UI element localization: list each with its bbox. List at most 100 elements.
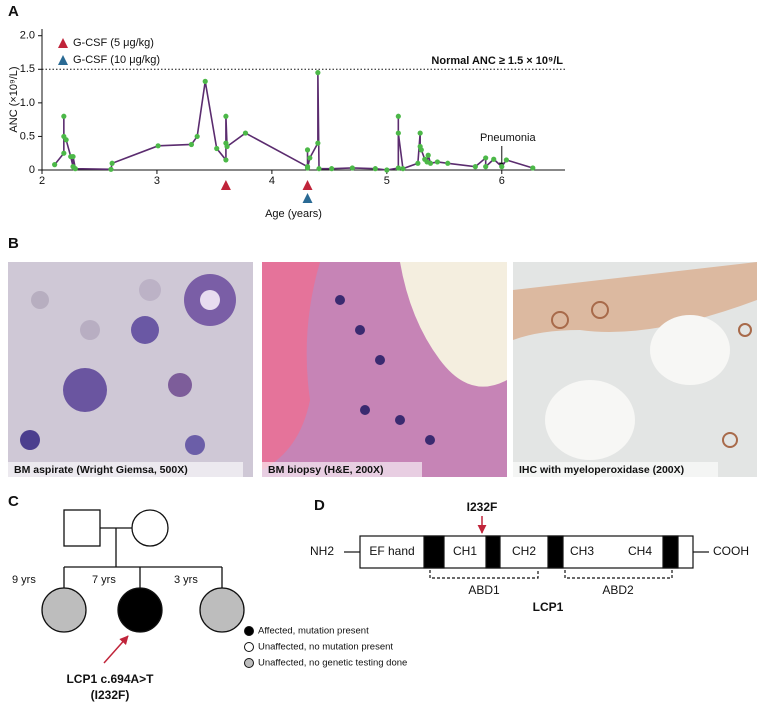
data-point [194, 133, 200, 140]
data-point [155, 143, 161, 149]
domain-label: CH3 [570, 544, 594, 558]
data-point [52, 162, 58, 168]
data-point [61, 150, 67, 156]
legend-marker [58, 55, 68, 65]
data-point [384, 167, 390, 173]
data-point [472, 164, 478, 170]
legend-marker [58, 38, 68, 48]
domain-label: CH2 [512, 544, 536, 558]
legend-label: Unaffected, no genetic testing done [258, 658, 407, 669]
panel-label: C [8, 493, 19, 510]
data-point [372, 166, 378, 172]
age-label: 9 yrs [12, 574, 36, 586]
data-point [242, 130, 249, 136]
data-point [395, 113, 401, 119]
x-tick-label: 2 [39, 175, 45, 187]
data-point [491, 156, 497, 162]
legend-label: G-CSF (10 μg/kg) [73, 54, 160, 66]
data-point [70, 153, 76, 160]
y-tick-label: 1.5 [20, 63, 35, 75]
age-label: 3 yrs [174, 574, 198, 586]
data-point [503, 157, 509, 163]
y-tick-label: 0.5 [20, 130, 35, 142]
data-point [315, 140, 321, 146]
data-point [483, 155, 489, 161]
legend-label: Unaffected, no mutation present [258, 642, 393, 653]
data-point [304, 165, 311, 171]
data-point [349, 165, 355, 171]
data-point [223, 157, 229, 163]
panel-label: B [8, 235, 19, 252]
data-point [415, 160, 421, 166]
panel-label: D [314, 497, 325, 514]
x-axis-title: Age (years) [265, 208, 322, 220]
mutation-label: LCP1 c.694A>T [66, 672, 154, 686]
data-point [434, 159, 441, 165]
data-point [316, 166, 322, 172]
terminus-label: NH2 [310, 544, 334, 558]
panel-label: A [8, 3, 19, 20]
data-point [63, 137, 69, 143]
data-point [188, 141, 195, 148]
data-point [483, 164, 489, 170]
region-label: ABD1 [468, 583, 500, 597]
data-point [499, 164, 505, 170]
data-point [395, 165, 401, 171]
caption: BM biopsy (H&E, 200X) [268, 464, 384, 476]
y-axis-title: ANC (×10⁹/L) [8, 66, 20, 132]
y-tick-label: 1.0 [20, 97, 35, 109]
data-point [445, 160, 451, 166]
treatment-marker [302, 180, 313, 190]
data-point [417, 130, 423, 136]
data-point [202, 78, 208, 84]
legend-label: Affected, mutation present [258, 626, 369, 637]
data-point [425, 152, 431, 158]
data-point [315, 70, 321, 76]
pedigree [41, 509, 245, 664]
x-tick-label: 4 [269, 175, 275, 187]
caption: BM aspirate (Wright Giemsa, 500X) [14, 464, 188, 476]
y-tick-label: 2.0 [20, 30, 35, 42]
data-point [223, 113, 229, 119]
micrograph: BM aspirate (Wright Giemsa, 500X) [8, 262, 253, 477]
x-tick-label: 5 [384, 175, 390, 187]
terminus-label: COOH [713, 544, 749, 558]
data-point [395, 130, 401, 136]
data-line [54, 72, 534, 171]
mutation-label: (I232F) [91, 688, 130, 702]
reference-label: Normal ANC ≥ 1.5 × 10⁹/L [431, 55, 563, 67]
treatment-marker [302, 193, 313, 203]
y-tick-label: 0 [29, 164, 35, 176]
pedigree-legend [244, 626, 254, 668]
annotation: Pneumonia [480, 132, 537, 144]
data-point [109, 160, 115, 166]
region-label: ABD2 [602, 583, 634, 597]
x-tick-label: 6 [499, 175, 505, 187]
domain-label: CH1 [453, 544, 477, 558]
legend-label: G-CSF (5 μg/kg) [73, 37, 154, 49]
mutation-label: I232F [467, 500, 498, 514]
micrograph: IHC with myeloperoxidase (200X) [513, 262, 757, 477]
data-point [307, 155, 313, 161]
data-point [72, 166, 78, 172]
data-point [427, 160, 434, 166]
data-point [224, 143, 230, 150]
data-point [400, 166, 406, 172]
data-point [214, 145, 220, 152]
data-point [108, 166, 114, 172]
protein-diagram [344, 535, 709, 579]
x-tick-label: 3 [154, 175, 160, 187]
micrograph: BM biopsy (H&E, 200X) [262, 262, 507, 477]
data-point [329, 166, 335, 172]
age-label: 7 yrs [92, 574, 116, 586]
data-point [61, 113, 67, 119]
data-point [304, 147, 311, 153]
domain-label: EF hand [369, 544, 414, 558]
protein-label: LCP1 [533, 600, 564, 614]
caption: IHC with myeloperoxidase (200X) [519, 464, 684, 476]
domain-label: CH4 [628, 544, 652, 558]
data-point [418, 147, 424, 153]
treatment-marker [220, 180, 231, 190]
data-point [530, 165, 536, 171]
